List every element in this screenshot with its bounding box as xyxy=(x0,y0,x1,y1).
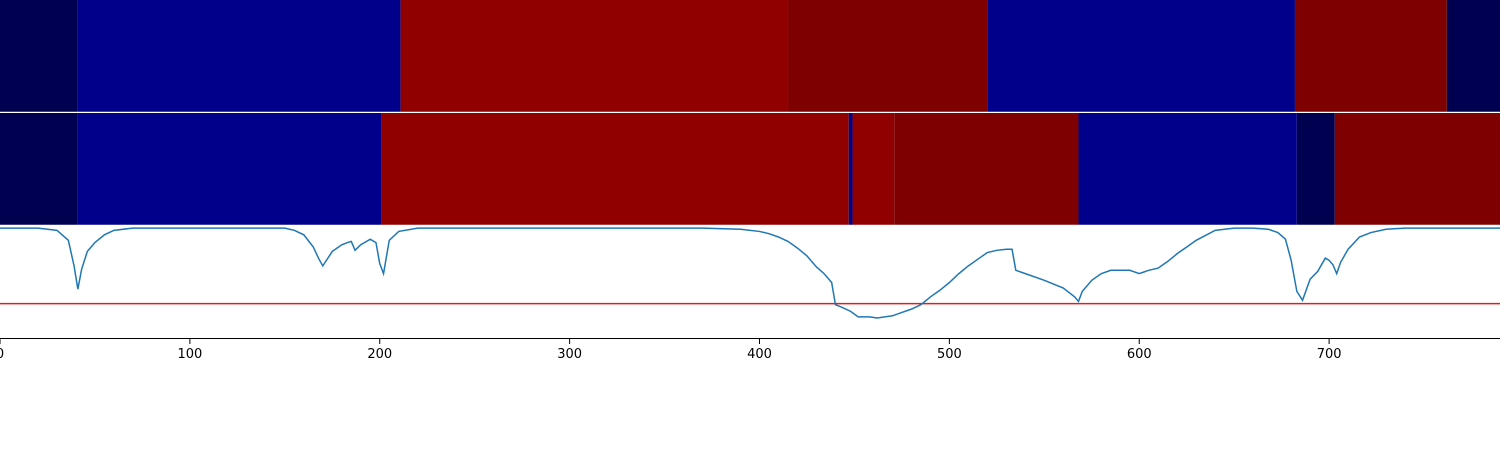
heatmap-segment xyxy=(381,113,849,225)
heatmap-segment xyxy=(987,0,1295,112)
x-tick-label: 500 xyxy=(937,347,962,362)
x-tick-label: 700 xyxy=(1317,347,1342,362)
x-tick-label: 100 xyxy=(177,347,202,362)
heatmap-segment xyxy=(1446,0,1500,112)
heatmap-segment xyxy=(77,113,382,225)
heatmap-segment xyxy=(787,0,988,112)
heatmap-segment xyxy=(400,0,788,112)
heatmap-segment xyxy=(0,0,78,112)
heatmap-segment xyxy=(0,113,78,225)
heatmap-segment xyxy=(1078,113,1297,225)
heatmap-segment xyxy=(1334,113,1500,225)
x-tick-label: 600 xyxy=(1127,347,1152,362)
x-tick-label: 400 xyxy=(747,347,772,362)
x-tick-label: 0 xyxy=(0,347,4,362)
line-panel xyxy=(0,227,1500,319)
heatmap-segment xyxy=(852,113,895,225)
heatmap-segment xyxy=(894,113,1079,225)
heatmap-segment xyxy=(848,113,853,225)
x-tick-label: 300 xyxy=(557,347,582,362)
heatmap-segment xyxy=(1294,0,1447,112)
x-tick-label: 200 xyxy=(367,347,392,362)
heatmap-segment xyxy=(1296,113,1335,225)
heatmap-segment xyxy=(77,0,401,112)
x-axis-ticks: 0 100 200 300 400 500 600 700 xyxy=(0,339,1342,362)
heatmap-track-2 xyxy=(0,113,1500,225)
heatmap-track-1 xyxy=(0,0,1500,112)
series-line xyxy=(0,227,1500,319)
